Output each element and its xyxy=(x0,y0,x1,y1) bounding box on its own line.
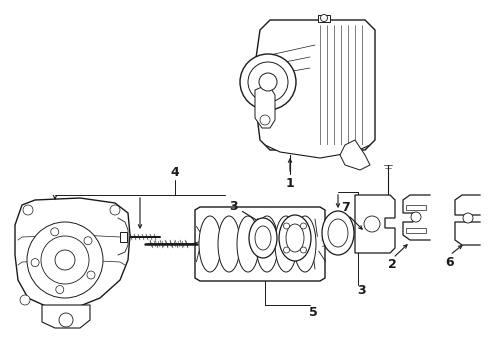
Ellipse shape xyxy=(218,216,240,272)
Text: 1: 1 xyxy=(286,176,294,189)
Ellipse shape xyxy=(249,218,277,258)
Ellipse shape xyxy=(255,226,271,250)
Polygon shape xyxy=(255,20,375,150)
Circle shape xyxy=(411,212,421,222)
Circle shape xyxy=(320,14,327,22)
Ellipse shape xyxy=(275,216,297,272)
Ellipse shape xyxy=(328,219,348,247)
Circle shape xyxy=(84,237,92,245)
Ellipse shape xyxy=(294,216,316,272)
Ellipse shape xyxy=(279,215,311,261)
Polygon shape xyxy=(265,145,370,158)
Circle shape xyxy=(259,73,277,91)
Text: 6: 6 xyxy=(446,256,454,269)
Circle shape xyxy=(56,285,64,293)
Text: 5: 5 xyxy=(309,306,318,319)
Polygon shape xyxy=(120,232,127,242)
Polygon shape xyxy=(340,140,370,170)
Ellipse shape xyxy=(199,216,221,272)
Circle shape xyxy=(110,205,120,215)
Circle shape xyxy=(260,115,270,125)
Text: 4: 4 xyxy=(171,166,179,179)
Text: 2: 2 xyxy=(388,258,396,271)
Polygon shape xyxy=(15,198,130,308)
Ellipse shape xyxy=(240,54,296,110)
Ellipse shape xyxy=(256,216,278,272)
Circle shape xyxy=(463,213,473,223)
Polygon shape xyxy=(42,305,90,328)
Circle shape xyxy=(31,258,39,267)
Circle shape xyxy=(87,271,95,279)
Polygon shape xyxy=(406,228,426,233)
Circle shape xyxy=(27,222,103,298)
Polygon shape xyxy=(255,87,275,128)
Circle shape xyxy=(41,236,89,284)
Ellipse shape xyxy=(286,224,304,252)
Ellipse shape xyxy=(322,211,354,255)
Text: 3: 3 xyxy=(358,284,367,297)
Circle shape xyxy=(51,228,59,236)
Circle shape xyxy=(364,216,380,232)
Circle shape xyxy=(59,313,73,327)
Circle shape xyxy=(284,223,290,229)
Polygon shape xyxy=(195,207,325,281)
Polygon shape xyxy=(355,195,395,253)
Ellipse shape xyxy=(237,216,259,272)
Text: 7: 7 xyxy=(341,201,349,213)
Polygon shape xyxy=(318,15,330,22)
Circle shape xyxy=(284,247,290,253)
Circle shape xyxy=(248,62,288,102)
Circle shape xyxy=(55,250,75,270)
Circle shape xyxy=(23,205,33,215)
Circle shape xyxy=(300,223,306,229)
Text: 3: 3 xyxy=(229,199,237,212)
Circle shape xyxy=(300,247,306,253)
Circle shape xyxy=(20,295,30,305)
Polygon shape xyxy=(406,205,426,210)
